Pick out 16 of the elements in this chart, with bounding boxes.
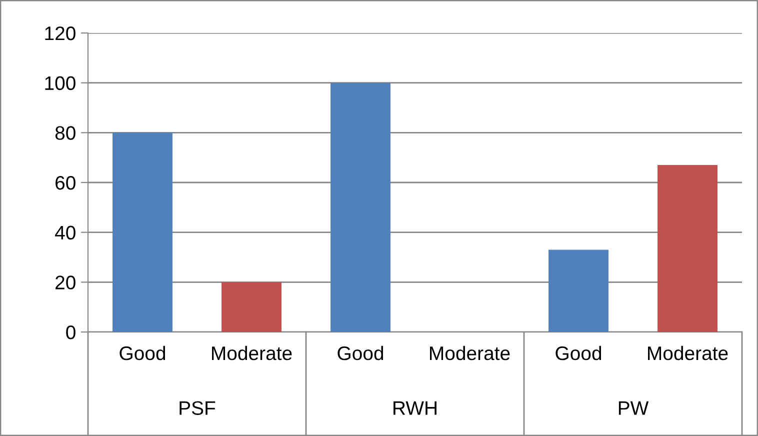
text: RWH bbox=[394, 401, 436, 415]
y-tick-label: 60 bbox=[56, 176, 76, 190]
x-tick-label: Good bbox=[338, 346, 384, 360]
y-tick-label: 0 bbox=[66, 325, 76, 340]
text: PSF bbox=[180, 401, 216, 415]
y-tick-label: 40 bbox=[55, 226, 76, 240]
y-tick-label: 120 bbox=[45, 26, 76, 40]
y-tick-label: 80 bbox=[55, 126, 76, 140]
x-tick-label: Good bbox=[120, 346, 166, 360]
text: PW bbox=[618, 401, 649, 415]
x-tick-label: Moderate bbox=[648, 346, 728, 360]
y-tick-label: 20 bbox=[56, 276, 76, 290]
x-tick-label: Good bbox=[556, 346, 602, 360]
y-tick-label: 100 bbox=[45, 76, 76, 90]
x-tick-label: Moderate bbox=[430, 346, 510, 360]
x-tick-label: Moderate bbox=[212, 346, 292, 360]
